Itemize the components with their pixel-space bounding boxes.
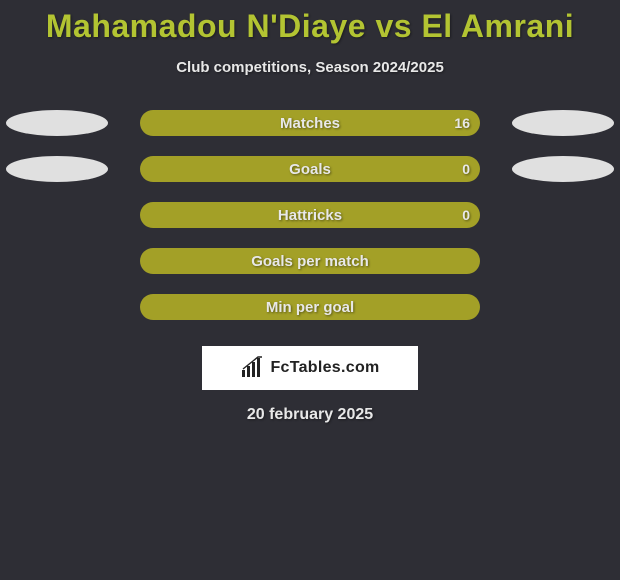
left-marker <box>6 156 108 182</box>
subtitle: Club competitions, Season 2024/2025 <box>0 59 620 76</box>
stat-bar-goals-per-match: Goals per match <box>140 248 480 274</box>
stat-label: Matches <box>280 115 340 132</box>
stat-bar-goals: Goals 0 <box>140 156 480 182</box>
stat-row: Goals per match <box>0 248 620 274</box>
stat-value: 0 <box>462 207 470 223</box>
page-title: Mahamadou N'Diaye vs El Amrani <box>0 0 620 45</box>
stat-value: 16 <box>454 115 470 131</box>
logo-box: FcTables.com <box>202 346 418 390</box>
stat-label: Min per goal <box>266 299 354 316</box>
stat-bar-hattricks: Hattricks 0 <box>140 202 480 228</box>
stat-label: Goals per match <box>251 253 369 270</box>
stat-bar-min-per-goal: Min per goal <box>140 294 480 320</box>
chart-area: Matches 16 Goals 0 Hattricks 0 Goal <box>0 110 620 320</box>
right-marker <box>512 110 614 136</box>
stat-row: Goals 0 <box>0 156 620 182</box>
stat-row: Matches 16 <box>0 110 620 136</box>
date-text: 20 february 2025 <box>0 406 620 424</box>
right-marker <box>512 156 614 182</box>
logo-text: FcTables.com <box>270 359 379 377</box>
stat-label: Goals <box>289 161 331 178</box>
stat-row: Hattricks 0 <box>0 202 620 228</box>
stat-row: Min per goal <box>0 294 620 320</box>
container: Mahamadou N'Diaye vs El Amrani Club comp… <box>0 0 620 580</box>
left-marker <box>6 110 108 136</box>
stat-value: 0 <box>462 161 470 177</box>
stat-bar-matches: Matches 16 <box>140 110 480 136</box>
stat-label: Hattricks <box>278 207 342 224</box>
chart-icon <box>240 356 264 380</box>
